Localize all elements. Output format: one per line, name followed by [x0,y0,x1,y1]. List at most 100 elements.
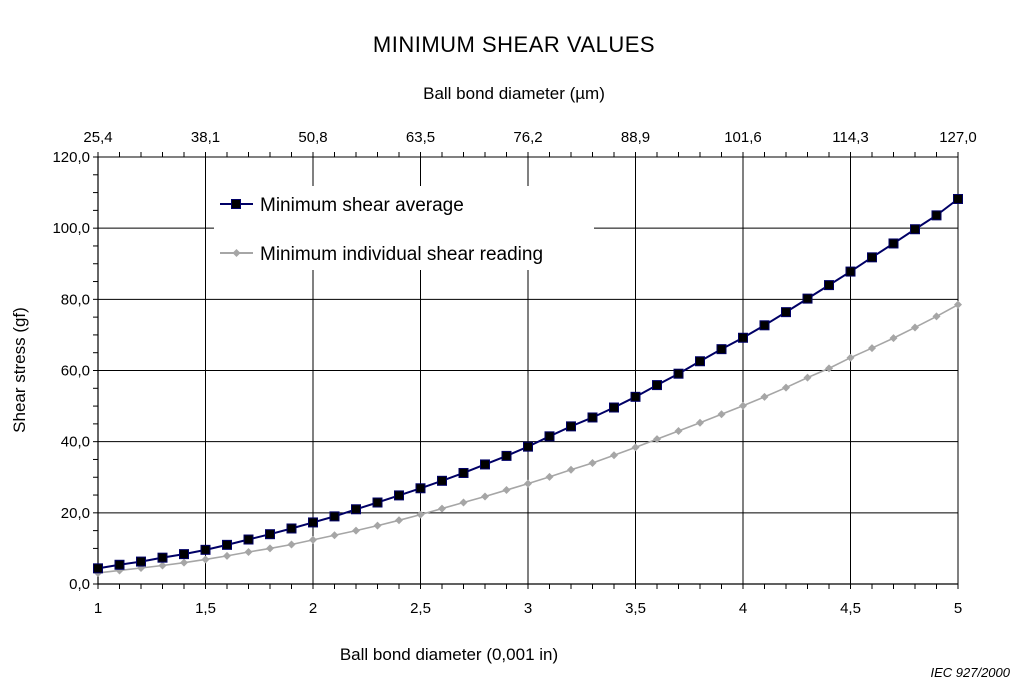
data-point-diamond [717,410,726,419]
data-point-diamond [889,334,898,343]
data-point-square [157,552,168,563]
reference-number: IEC 927/2000 [930,665,1010,680]
x-tick-label: 1 [94,600,102,617]
data-point-square [458,467,469,478]
data-point-diamond [631,443,640,452]
legend-marker-diamond [232,249,241,257]
data-point-diamond [309,535,317,544]
top-x-tick-label: 25,4 [83,129,112,146]
data-point-diamond [610,451,618,460]
data-point-diamond [395,516,403,525]
data-point-diamond [739,401,747,410]
data-point-square [738,332,748,343]
top-x-tick-label: 101,6 [724,129,762,146]
x-tick-label: 2 [309,600,317,617]
x-tick-label: 2,5 [410,600,431,617]
data-point-square [501,450,512,461]
x-tick-labels: 1 1,5 2 2,5 3 3,5 4 4,5 5 [94,600,962,617]
data-point-square [286,523,297,534]
data-point-square [888,238,899,249]
data-point-square [265,529,275,540]
data-point-square [437,475,447,486]
data-point-square [652,380,662,391]
data-point-square [329,511,340,522]
data-point-diamond [653,435,661,444]
x-tick-label: 3 [524,600,532,617]
data-point-diamond [438,504,446,513]
data-point-diamond [223,551,231,560]
x-axis-title: Ball bond diameter (0,001 in) [340,645,558,664]
axes [93,152,959,589]
legend-label-average: Minimum shear average [260,195,464,216]
data-point-diamond [373,521,382,530]
top-x-tick-label: 50,8 [298,129,327,146]
data-point-square [845,266,856,277]
y-tick-label: 60,0 [61,363,90,380]
data-point-diamond [932,312,941,321]
data-point-square [351,504,361,515]
data-point-diamond [782,383,790,392]
legend: Minimum shear average Minimum individual… [214,186,594,270]
legend-background [214,186,594,270]
data-point-square [824,280,834,291]
y-tick-labels: 0,0 20,0 40,0 60,0 80,0 100,0 120,0 [52,149,90,593]
data-point-diamond [868,344,876,353]
data-point-diamond [416,510,425,519]
data-point-diamond [502,486,511,495]
y-tick-label: 40,0 [61,434,90,451]
data-point-diamond [201,555,210,564]
top-x-tick-labels: 25,4 38,1 50,8 63,5 76,2 88,9 101,6 114,3 127,0 [83,129,976,146]
data-point-diamond [481,492,489,501]
chart-title: MINIMUM SHEAR VALUES [373,32,655,57]
data-point-square [136,556,146,567]
legend-item-individual: Minimum individual shear reading [220,244,543,265]
data-point-square [243,534,254,545]
data-point-square [480,459,490,470]
legend-marker-square [231,199,241,209]
data-point-square [695,356,705,367]
data-point-square [673,368,684,379]
x-tick-label: 4,5 [840,600,861,617]
y-axis-title: Shear stress (gf) [10,307,29,433]
data-point-square [308,517,318,528]
data-point-diamond [911,323,919,332]
data-point-square [587,412,598,423]
series-individual [94,300,962,577]
data-point-square [781,307,791,318]
data-point-diamond [696,418,704,427]
top-x-tick-label: 38,1 [191,129,220,146]
x-tick-label: 4 [739,600,747,617]
data-point-diamond [266,544,274,553]
data-point-diamond [330,531,339,540]
top-x-axis-title: Ball bond diameter (µm) [423,84,605,103]
data-point-square [179,549,189,560]
data-point-square [372,497,383,508]
data-point-diamond [803,373,812,382]
y-tick-label: 20,0 [61,505,90,522]
data-point-diamond [352,526,360,535]
data-point-square [802,293,813,304]
data-point-diamond [459,498,468,507]
data-point-diamond [954,300,962,309]
data-point-diamond [180,558,188,567]
data-point-square [759,320,770,331]
data-point-diamond [825,364,833,373]
data-point-diamond [158,561,167,570]
data-point-diamond [287,540,296,549]
y-tick-label: 120,0 [52,149,90,166]
top-x-tick-label: 127,0 [939,129,977,146]
data-point-diamond [588,459,597,468]
y-tick-label: 0,0 [69,576,90,593]
data-point-square [630,391,641,402]
y-tick-label: 80,0 [61,291,90,308]
data-point-diamond [244,547,253,556]
data-point-square [609,402,619,413]
series-layer [93,193,963,577]
legend-label-individual: Minimum individual shear reading [260,244,543,265]
data-point-square [415,483,426,494]
top-x-tick-label: 88,9 [621,129,650,146]
data-point-square [566,421,576,432]
data-point-square [931,210,942,221]
top-x-tick-label: 76,2 [513,129,542,146]
top-x-tick-label: 63,5 [406,129,435,146]
